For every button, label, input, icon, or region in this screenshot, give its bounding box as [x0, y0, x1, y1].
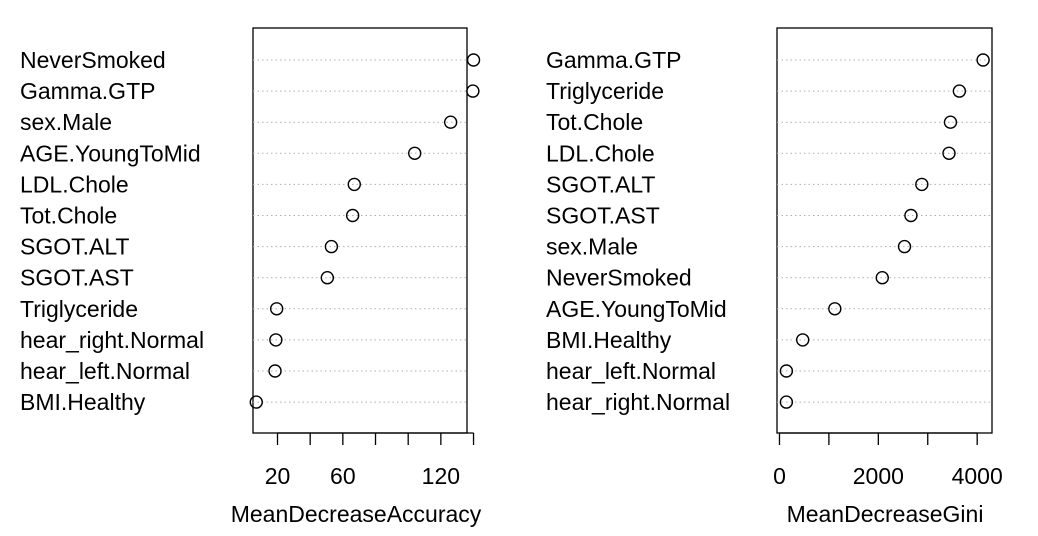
- category-label: hear_right.Normal: [546, 389, 730, 415]
- category-label: hear_left.Normal: [20, 358, 190, 384]
- category-label: Triglyceride: [546, 78, 664, 104]
- category-label: Triglyceride: [20, 296, 138, 322]
- x-tick-label: 0: [773, 463, 786, 489]
- data-point: [320, 271, 335, 285]
- data-point: [779, 395, 794, 409]
- category-label: hear_right.Normal: [20, 327, 204, 353]
- category-label: Gamma.GTP: [20, 78, 155, 104]
- category-label: Tot.Chole: [20, 203, 117, 229]
- data-point: [943, 115, 958, 129]
- x-tick-label: 2000: [853, 463, 904, 489]
- data-point: [897, 239, 912, 254]
- category-label: SGOT.ALT: [546, 171, 656, 197]
- data-point: [796, 333, 810, 347]
- data-point: [345, 208, 360, 223]
- chart-panel-1: NeverSmoked Gamma.GTP sex.Male AGE.YoungToM…: [20, 27, 482, 527]
- data-point: [347, 177, 361, 192]
- data-point: [915, 177, 929, 192]
- data-point: [324, 239, 339, 254]
- data-point: [269, 333, 283, 347]
- data-point: [779, 364, 794, 378]
- x-tick-label: 20: [265, 463, 291, 489]
- x-tick-label: 60: [330, 463, 356, 489]
- category-label: LDL.Chole: [546, 140, 655, 166]
- category-label: SGOT.AST: [20, 265, 134, 291]
- category-label: BMI.Healthy: [546, 327, 672, 353]
- x-axis-label: MeanDecreaseAccuracy: [231, 501, 482, 527]
- category-label: NeverSmoked: [546, 265, 692, 291]
- category-label: SGOT.ALT: [20, 234, 130, 260]
- data-point: [952, 84, 967, 98]
- category-label: Tot.Chole: [546, 109, 643, 135]
- x-axis-label: MeanDecreaseGini: [787, 501, 984, 527]
- data-point: [466, 84, 480, 98]
- category-label: sex.Male: [20, 109, 112, 135]
- data-point: [976, 53, 990, 67]
- data-point: [466, 53, 481, 67]
- category-label: hear_left.Normal: [546, 358, 716, 384]
- category-label: LDL.Chole: [20, 171, 129, 197]
- data-point: [249, 395, 263, 409]
- plot-frame: [252, 27, 468, 434]
- x-tick-label: 120: [422, 463, 460, 489]
- data-point: [875, 271, 889, 285]
- data-point: [942, 146, 956, 161]
- data-point: [443, 115, 458, 129]
- category-label: sex.Male: [546, 234, 638, 260]
- data-point: [269, 302, 284, 316]
- category-label: SGOT.AST: [546, 203, 660, 229]
- data-point: [268, 364, 282, 378]
- data-point: [408, 146, 422, 161]
- chart-panel-2: Gamma.GTP Triglyceride Tot.Chole LDL.Chole S…: [546, 27, 1003, 527]
- plot-frame: [776, 27, 993, 434]
- x-tick-label: 4000: [952, 463, 1003, 489]
- category-label: Gamma.GTP: [546, 47, 681, 73]
- category-label: AGE.YoungToMid: [20, 140, 201, 166]
- data-point: [828, 302, 842, 316]
- category-label: NeverSmoked: [20, 47, 166, 73]
- category-label: AGE.YoungToMid: [546, 296, 727, 322]
- data-point: [904, 208, 918, 223]
- category-label: BMI.Healthy: [20, 389, 146, 415]
